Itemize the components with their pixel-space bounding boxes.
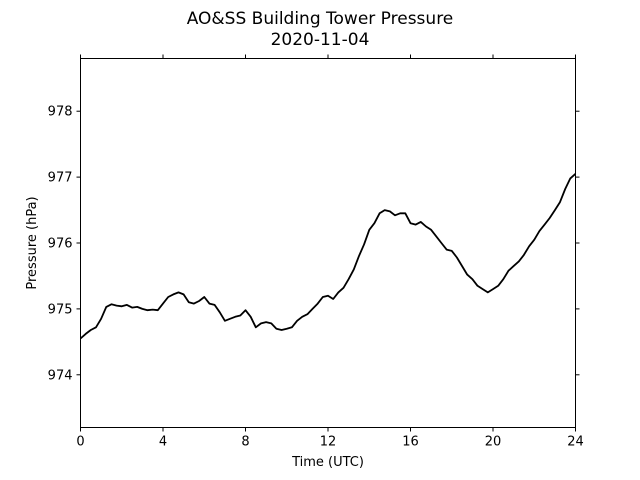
plot-frame [80,58,576,428]
x-tick-label: 16 [402,435,419,450]
x-axis-label: Time (UTC) [291,455,364,470]
pressure-line [79,173,577,340]
y-tick-label: 975 [48,302,73,317]
y-tick-label: 978 [48,105,73,120]
y-axis-label: Pressure (hPa) [25,196,40,289]
axis-ticks: 0 4 8 12 16 20 24 974 975 976 977 978 [48,54,584,450]
chart-title: AO&SS Building Tower Pressure [187,9,454,29]
x-tick-label: 4 [159,435,167,450]
y-tick-label: 976 [48,237,73,252]
x-tick-label: 12 [320,435,337,450]
x-tick-label: 20 [485,435,502,450]
x-tick-label: 0 [76,435,84,450]
y-tick-label: 974 [48,368,73,383]
x-tick-label: 24 [567,435,584,450]
y-tick-label: 977 [48,171,73,186]
x-tick-label: 8 [241,435,249,450]
chart-subtitle: 2020-11-04 [271,30,370,50]
